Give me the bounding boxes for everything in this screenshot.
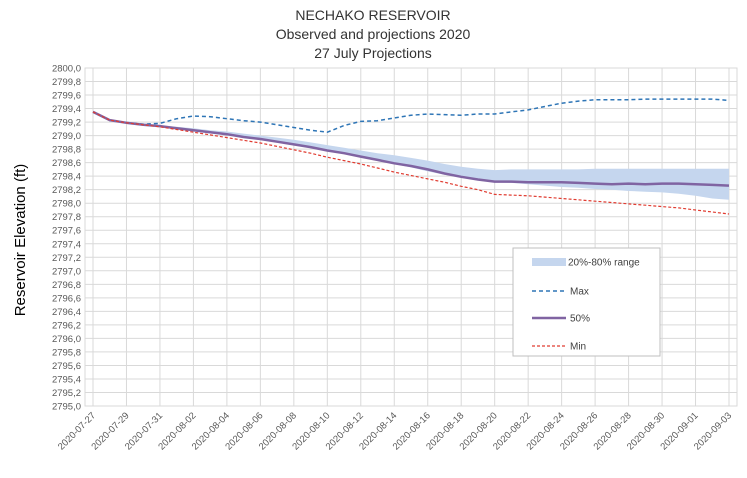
y-axis-ticks: 2795,0 2795,2 2795,4 2795,6 2795,8 2796,0 2796… bbox=[52, 64, 81, 413]
y-tick-label: 2799,4 bbox=[52, 104, 81, 115]
y-tick-label: 2795,2 bbox=[52, 388, 81, 399]
y-tick-label: 2796,2 bbox=[52, 320, 81, 331]
y-tick-label: 2797,0 bbox=[52, 266, 81, 277]
y-tick-label: 2800,0 bbox=[52, 64, 81, 75]
chart-title-line-1: NECHAKO RESERVOIR bbox=[295, 7, 450, 23]
plot-area-border bbox=[84, 67, 738, 407]
y-tick-label: 2797,8 bbox=[52, 212, 81, 223]
series-line-min bbox=[92, 111, 730, 215]
y-tick-label: 2796,6 bbox=[52, 293, 81, 304]
chart-title: NECHAKO RESERVOIR Observed and projection… bbox=[276, 7, 471, 61]
series-lines bbox=[92, 98, 730, 215]
legend-label: 50% bbox=[570, 314, 590, 325]
gridlines bbox=[84, 67, 738, 407]
chart-title-line-3: 27 July Projections bbox=[314, 45, 432, 61]
y-tick-label: 2798,8 bbox=[52, 145, 81, 156]
y-tick-label: 2799,8 bbox=[52, 77, 81, 88]
y-tick-label: 2798,6 bbox=[52, 158, 81, 169]
legend-label: Min bbox=[570, 342, 586, 353]
y-tick-label: 2797,2 bbox=[52, 253, 81, 264]
range-band-group bbox=[93, 111, 729, 200]
y-tick-label: 2798,0 bbox=[52, 199, 81, 210]
legend-label: 20%-80% range bbox=[568, 258, 640, 269]
series-line-max bbox=[92, 98, 730, 133]
legend-swatch-band bbox=[532, 258, 566, 266]
chart-title-line-2: Observed and projections 2020 bbox=[276, 26, 471, 42]
series-line-50 bbox=[92, 110, 730, 187]
y-tick-label: 2798,4 bbox=[52, 172, 81, 183]
y-tick-label: 2799,6 bbox=[52, 91, 81, 102]
y-tick-label: 2795,6 bbox=[52, 361, 81, 372]
legend: 20%-80% range Max 50% Min bbox=[512, 247, 661, 357]
y-tick-label: 2795,4 bbox=[52, 374, 81, 385]
y-tick-label: 2796,8 bbox=[52, 280, 81, 291]
y-tick-label: 2796,4 bbox=[52, 307, 81, 318]
y-axis-label: Reservoir Elevation (ft) bbox=[12, 164, 29, 317]
y-tick-label: 2795,8 bbox=[52, 347, 81, 358]
x-axis-ticks: 2020-07-272020-07-292020-07-312020-08-02… bbox=[56, 410, 734, 452]
range-band bbox=[93, 111, 729, 200]
y-tick-label: 2799,0 bbox=[52, 131, 81, 142]
y-tick-label: 2797,4 bbox=[52, 239, 81, 250]
y-tick-label: 2797,6 bbox=[52, 226, 81, 237]
y-tick-label: 2799,2 bbox=[52, 118, 81, 129]
y-tick-label: 2795,0 bbox=[52, 402, 81, 413]
y-tick-label: 2796,0 bbox=[52, 334, 81, 345]
legend-label: Max bbox=[570, 287, 589, 298]
y-tick-label: 2798,2 bbox=[52, 185, 81, 196]
